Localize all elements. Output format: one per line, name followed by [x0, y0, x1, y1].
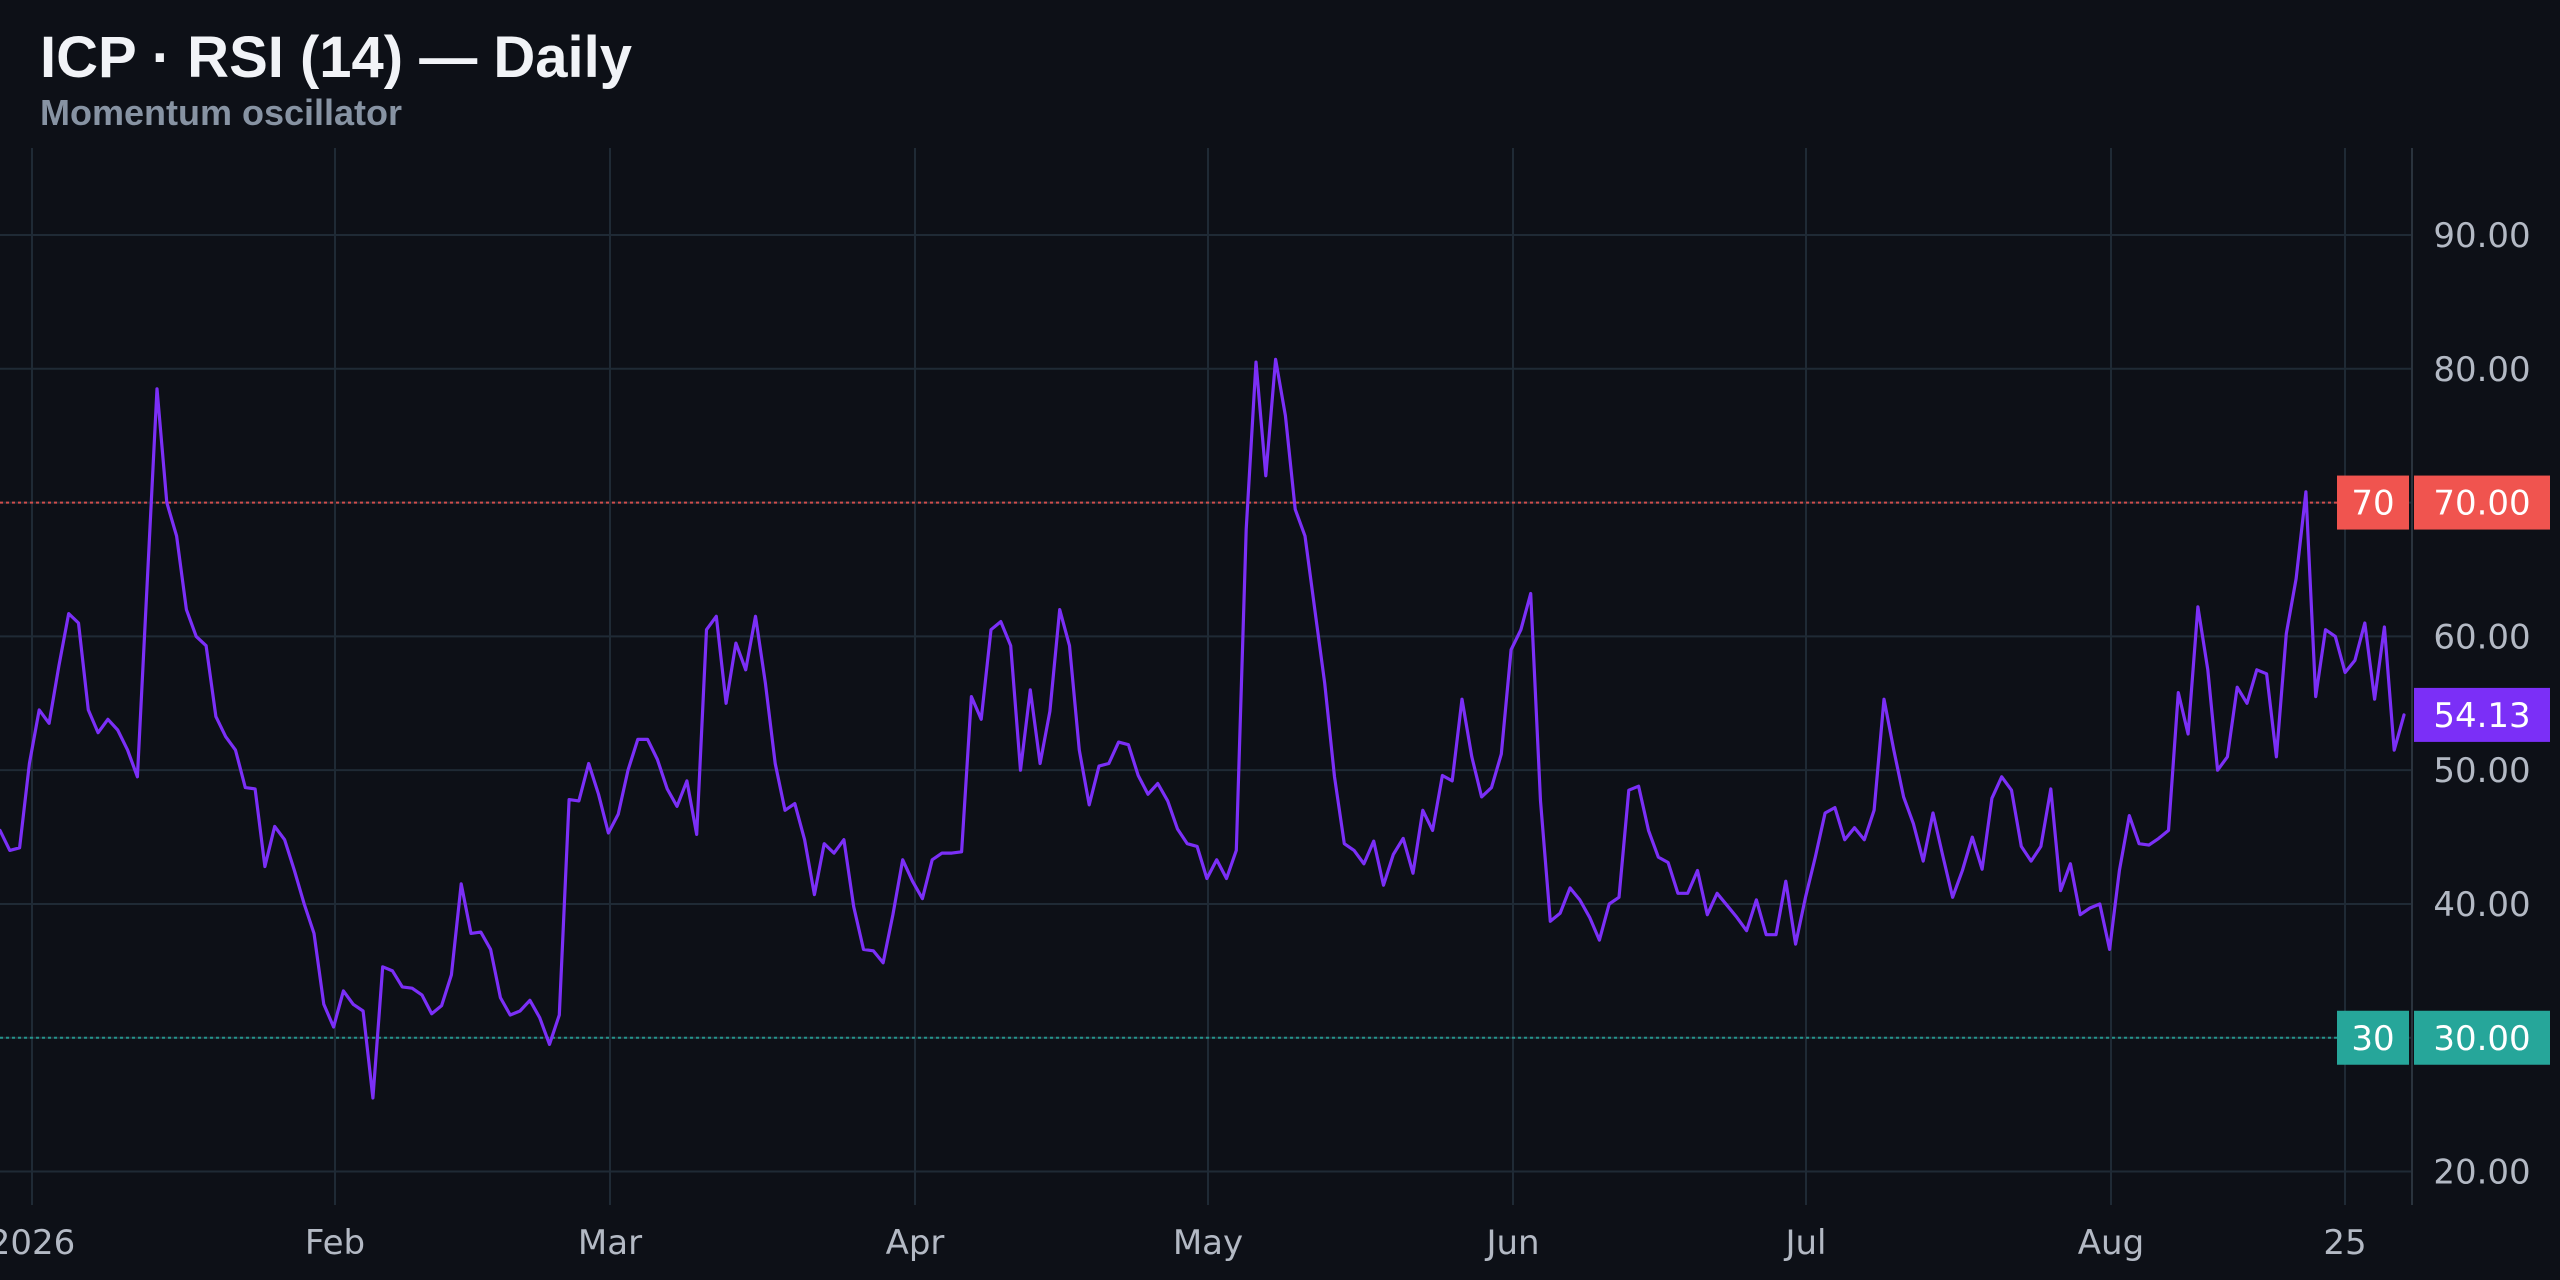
- y-tick-label: 80.00: [2433, 350, 2530, 390]
- oversold-level-badge: 30: [2337, 1010, 2409, 1065]
- x-tick-label: 2026: [0, 1223, 75, 1263]
- x-tick-label: May: [1173, 1223, 1243, 1263]
- oversold-axis-badge-box: [2414, 1010, 2550, 1065]
- oversold-level-badge-box: [2337, 1010, 2409, 1065]
- x-tick-label: Jun: [1484, 1223, 1539, 1263]
- overbought-level-badge-box: [2337, 475, 2409, 530]
- current-value-badge: 54.13: [2414, 687, 2550, 742]
- overbought-level-badge-text: 70: [2351, 484, 2394, 524]
- y-tick-label: 40.00: [2433, 885, 2530, 925]
- oversold-axis-badge-text: 30.00: [2433, 1019, 2530, 1059]
- current-value-badge-text: 54.13: [2433, 696, 2530, 736]
- overbought-level-badge: 70: [2337, 475, 2409, 530]
- x-tick-label: Jul: [1783, 1223, 1826, 1263]
- rsi-level-lines: [0, 501, 2412, 1039]
- level-badges: 70 70.00 30 30.00 54.13: [2337, 475, 2550, 1065]
- current-value-badge-box: [2414, 687, 2550, 742]
- x-tick-label: Mar: [578, 1223, 642, 1263]
- rsi-line: [0, 357, 2406, 1100]
- overbought-axis-badge-text: 70.00: [2433, 484, 2530, 524]
- x-tick-label: Apr: [886, 1223, 945, 1263]
- horizontal-gridlines: [0, 233, 2412, 1173]
- y-tick-label: 90.00: [2433, 216, 2530, 256]
- x-tick-label: Aug: [2078, 1223, 2144, 1263]
- overbought-axis-badge: 70.00: [2414, 475, 2550, 530]
- chart-title: ICP · RSI (14) — Daily: [40, 25, 632, 90]
- oversold-axis-badge: 30.00: [2414, 1010, 2550, 1065]
- y-tick-label: 50.00: [2433, 751, 2530, 791]
- y-tick-label: 60.00: [2433, 617, 2530, 657]
- x-tick-label: 25: [2323, 1223, 2366, 1263]
- x-axis-ticks: 2026 Feb Mar Apr May Jun Jul Aug 25: [0, 1223, 2367, 1263]
- chart-subtitle: Momentum oscillator: [40, 92, 403, 133]
- y-tick-label: 20.00: [2433, 1153, 2530, 1193]
- x-tick-label: Feb: [305, 1223, 365, 1263]
- overbought-axis-badge-box: [2414, 475, 2550, 530]
- oversold-level-badge-text: 30: [2351, 1019, 2394, 1059]
- vertical-gridlines: [31, 148, 2346, 1205]
